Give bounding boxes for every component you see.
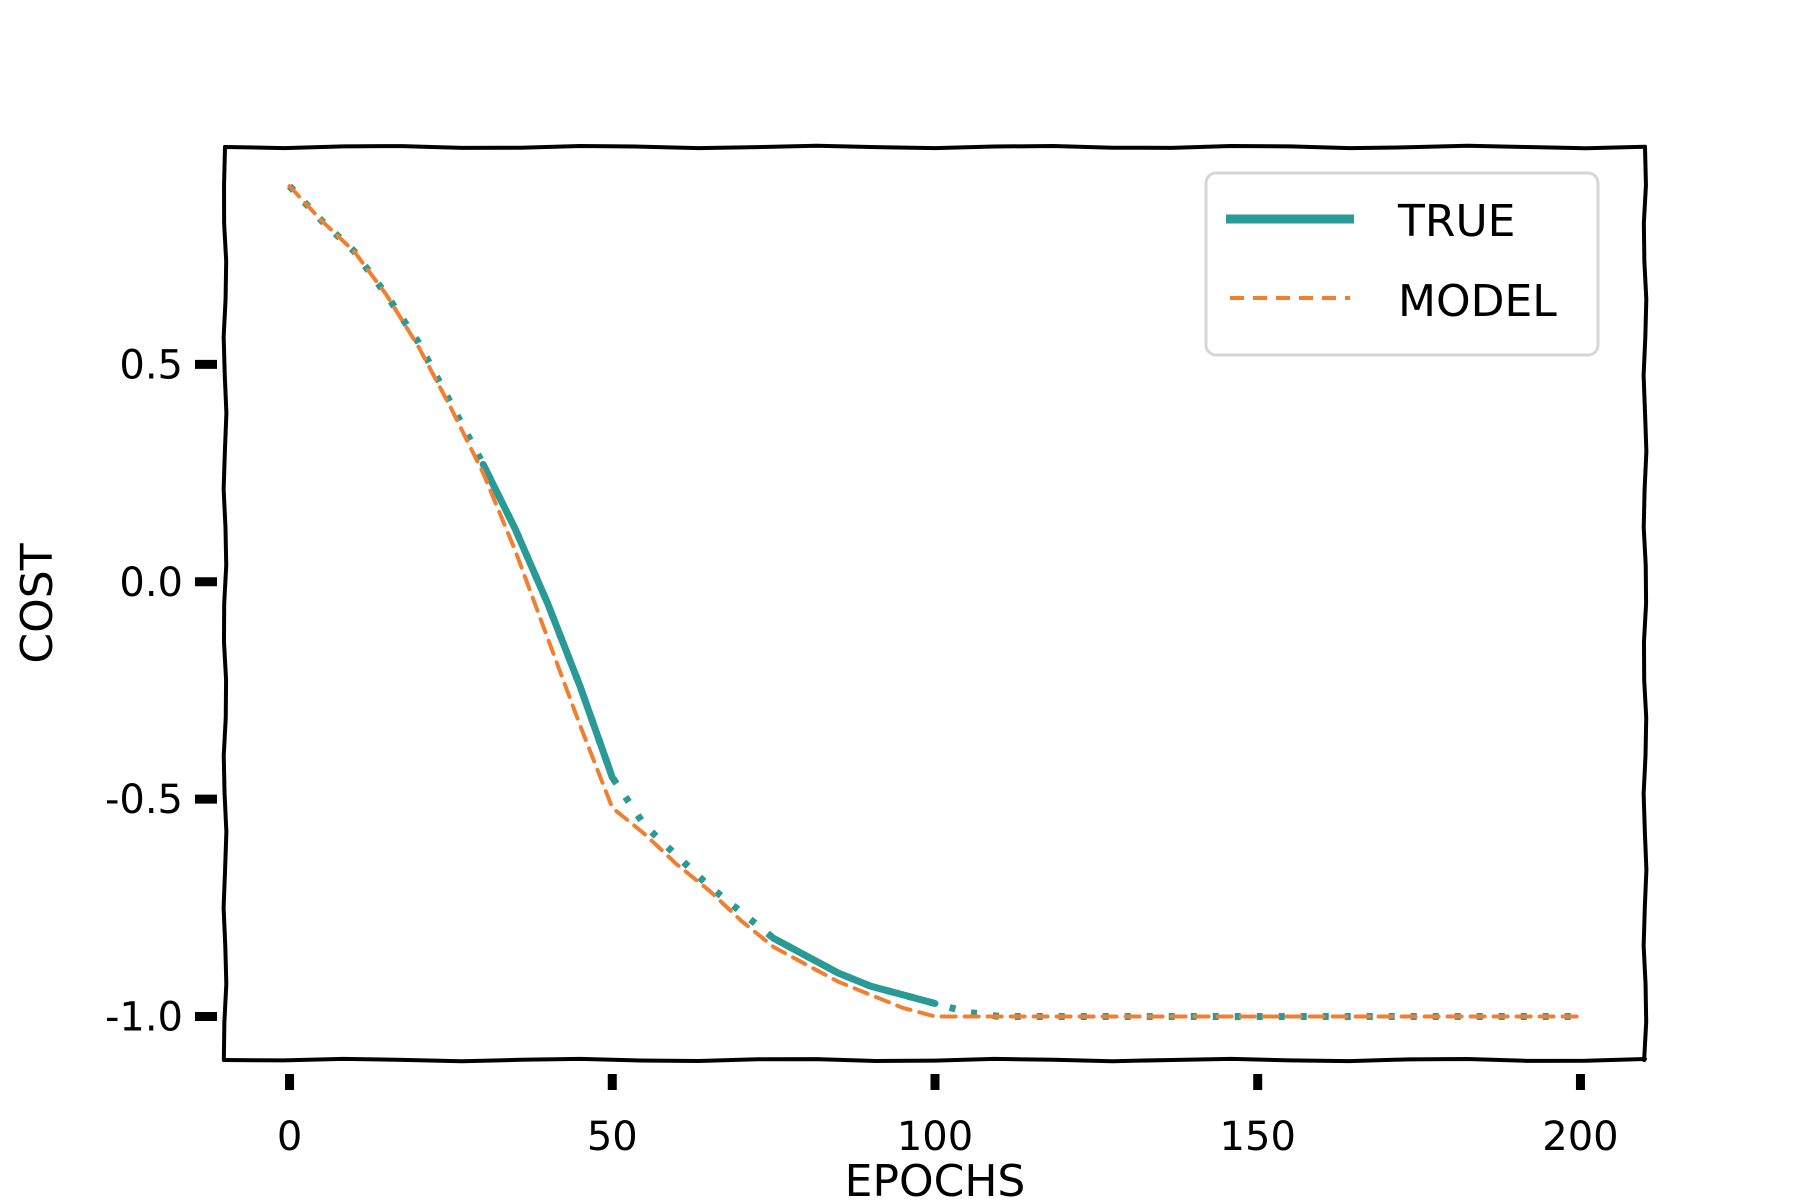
series-model-line [287, 184, 1583, 1019]
y-axis-ticks: -1.0 -0.5 0.0 0.5 [105, 342, 217, 1041]
series-true-line-dotted [286, 183, 1581, 1020]
legend-label-model: MODEL [1398, 276, 1557, 327]
x-tick-label: 100 [897, 1114, 973, 1160]
legend: TRUE MODEL [1204, 171, 1600, 357]
y-tick-label: 0.0 [119, 560, 183, 606]
series-layer [286, 183, 1583, 1020]
spine-bottom [223, 1056, 1647, 1064]
y-tick-label: -1.0 [105, 995, 183, 1041]
x-tick-label: 50 [587, 1114, 638, 1160]
plot-frame [221, 143, 1649, 1064]
spine-left [221, 145, 229, 1062]
spine-right [1641, 145, 1649, 1062]
x-tick-label: 200 [1542, 1114, 1618, 1160]
x-axis-ticks: 0 50 100 150 200 [277, 1074, 1619, 1160]
x-tick-label: 150 [1220, 1114, 1296, 1160]
series-true-line-solid-a [479, 460, 616, 781]
legend-label-true: TRUE [1397, 196, 1515, 247]
y-tick-label: -0.5 [105, 777, 183, 823]
y-tick-label: 0.5 [119, 342, 183, 388]
spine-top [223, 143, 1647, 151]
y-axis-title: COST [12, 543, 63, 663]
x-axis-title: EPOCHS [845, 1156, 1026, 1200]
x-tick-label: 0 [277, 1114, 302, 1160]
